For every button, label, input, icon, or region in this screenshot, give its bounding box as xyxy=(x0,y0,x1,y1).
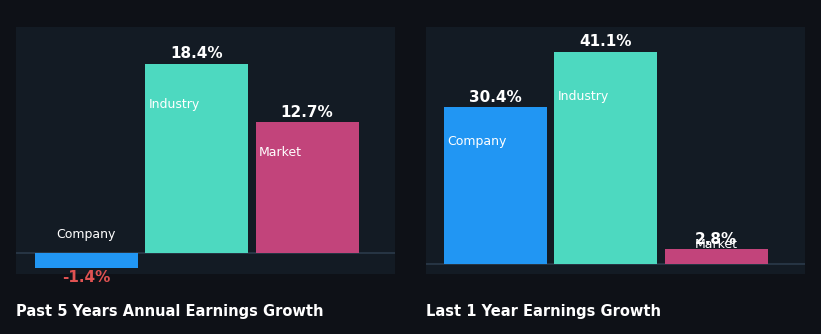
Text: 2.8%: 2.8% xyxy=(695,232,737,247)
Text: 18.4%: 18.4% xyxy=(171,46,223,61)
Text: Last 1 Year Earnings Growth: Last 1 Year Earnings Growth xyxy=(425,304,661,319)
Text: Industry: Industry xyxy=(558,90,609,103)
Text: Market: Market xyxy=(695,238,738,251)
Text: 12.7%: 12.7% xyxy=(281,105,333,120)
Text: Market: Market xyxy=(259,146,302,159)
Text: Company: Company xyxy=(57,228,116,241)
Text: Industry: Industry xyxy=(149,98,200,111)
Bar xyxy=(255,123,359,253)
Text: -1.4%: -1.4% xyxy=(62,270,111,285)
Bar xyxy=(665,249,768,264)
Bar xyxy=(145,64,248,253)
Bar xyxy=(34,253,138,268)
Bar xyxy=(444,107,547,264)
Bar xyxy=(554,52,658,264)
Text: 30.4%: 30.4% xyxy=(469,90,522,105)
Text: Company: Company xyxy=(447,135,507,148)
Text: 41.1%: 41.1% xyxy=(580,34,632,49)
Text: Past 5 Years Annual Earnings Growth: Past 5 Years Annual Earnings Growth xyxy=(16,304,324,319)
